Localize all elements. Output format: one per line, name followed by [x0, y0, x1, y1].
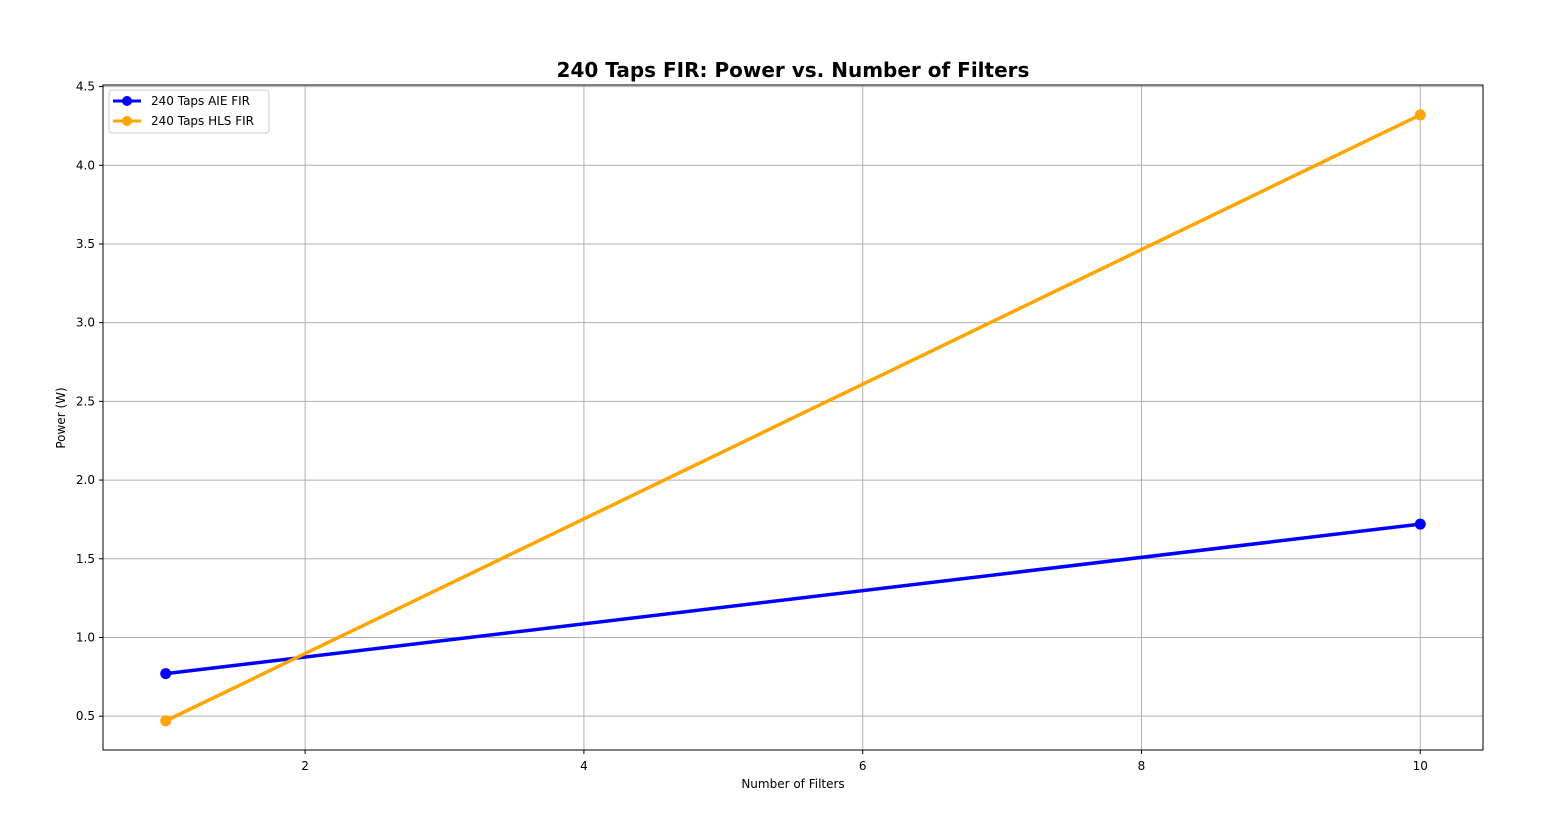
x-tick-label: 4 [580, 759, 588, 773]
y-tick-label: 3.0 [76, 316, 95, 330]
data-point-aie [1414, 518, 1426, 530]
x-tick-label: 2 [301, 759, 309, 773]
legend-label-aie: 240 Taps AIE FIR [151, 94, 250, 108]
legend-marker-aie [122, 96, 132, 106]
x-axis-label: Number of Filters [741, 777, 844, 791]
legend-marker-hls [122, 116, 132, 126]
data-point-hls [160, 715, 172, 727]
y-tick-label: 3.5 [76, 237, 95, 251]
y-tick-label: 2.0 [76, 473, 95, 487]
axis-ticks: 2 4 6 8 10 0.5 1.0 1.5 2.0 2.5 3.0 3.5 4.0 4.5 [76, 80, 1428, 773]
y-tick-label: 1.5 [76, 552, 95, 566]
y-tick-label: 4.0 [76, 158, 95, 172]
x-tick-label: 8 [1138, 759, 1146, 773]
series-line-hls [163, 113, 1423, 723]
y-axis-label: Power (W) [54, 387, 68, 448]
data-point-aie [160, 668, 172, 680]
grid [103, 85, 1483, 750]
y-tick-label: 4.5 [76, 80, 95, 94]
x-tick-label: 6 [859, 759, 867, 773]
y-tick-label: 1.0 [76, 630, 95, 644]
legend: 240 Taps AIE FIR 240 Taps HLS FIR [108, 89, 270, 134]
legend-label-hls: 240 Taps HLS FIR [151, 114, 254, 128]
plot-area-frame [102, 84, 1484, 751]
data-point-hls [1414, 109, 1426, 121]
series-lines [160, 109, 1426, 727]
series-line-aie [163, 522, 1423, 676]
chart-title: 240 Taps FIR: Power vs. Number of Filter… [557, 58, 1030, 82]
y-tick-label: 2.5 [76, 394, 95, 408]
legend-box [108, 89, 270, 134]
x-tick-label: 10 [1413, 759, 1428, 773]
y-tick-label: 0.5 [76, 709, 95, 723]
